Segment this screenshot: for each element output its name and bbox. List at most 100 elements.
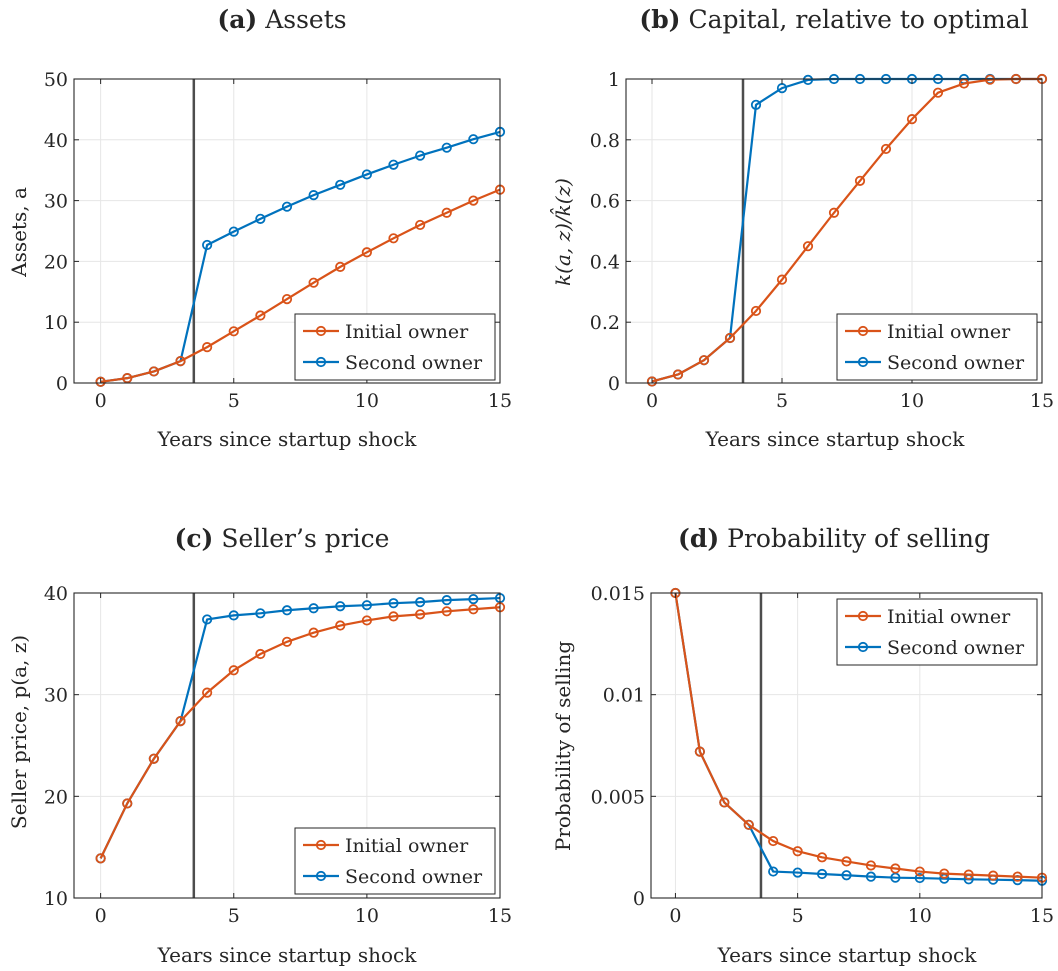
panel-b-legend-marker-0 <box>857 325 869 337</box>
panel-a-series-0-point-5 <box>228 326 239 337</box>
panel-d-xlabel: Years since startup shock <box>717 943 978 967</box>
panel-c-series-1-point-6 <box>255 608 266 619</box>
panel-c-series-0-point-3 <box>175 715 186 727</box>
panel-b-xtick-label-2: 10 <box>900 390 924 412</box>
panel-b-capital: 0 5 10 15 0 0.2 0.4 0.6 0.8 1 Initial owner Second … <box>590 69 1054 412</box>
panel-b-series-0-point-11 <box>932 87 944 98</box>
panel-b-series-0-point-2 <box>698 355 710 366</box>
panel-a-assets: 0 5 10 15 0 10 20 30 40 50 Initial owner Second own… <box>44 69 512 412</box>
panel-d-ytick-label-3: 0.015 <box>591 583 645 605</box>
panel-c-ylabel-text: Seller price, p(a, z) <box>7 635 31 829</box>
panel-a-ytick-label-2: 20 <box>44 251 68 273</box>
panel-b-series-0-point-3 <box>724 332 736 344</box>
panel-a-xtick-label-2: 10 <box>355 390 379 412</box>
panel-c-series-0-point-8 <box>308 627 319 638</box>
panel-a-series-1-point-14 <box>468 134 479 145</box>
panel-b-series-0-point-4 <box>750 305 762 317</box>
panel-a-ytick-label-5: 50 <box>44 69 68 91</box>
panel-d-series-0-point-1 <box>694 746 705 757</box>
panel-a-series-0-point-13 <box>441 207 452 218</box>
panel-d-series-1-point-4 <box>768 866 779 877</box>
panel-c-series-0-point-5 <box>228 665 239 676</box>
panel-a-title-text: Assets <box>264 5 346 34</box>
panel-c-legend-label-1: Second owner <box>345 866 483 888</box>
panel-a-series-0-point-8 <box>308 277 319 288</box>
panel-c-series-0-point-0 <box>95 853 106 864</box>
panel-a-series-0-point-12 <box>415 219 426 231</box>
panel-d-ytick-label-1: 0.005 <box>591 786 645 808</box>
panel-a-series-1-point-5 <box>228 226 239 237</box>
panel-a-series-0-point-4 <box>202 342 213 353</box>
panel-b-xlabel: Years since startup shock <box>705 427 966 451</box>
panel-a-xtick-label-0: 0 <box>95 390 107 412</box>
panel-b-series-0-point-1 <box>672 369 684 380</box>
panel-b-ytick-label-1: 0.2 <box>590 312 620 334</box>
panel-b-ytick-label-0: 0 <box>608 373 620 395</box>
panel-c-ytick-label-0: 10 <box>44 888 68 910</box>
panel-c-series-0-point-1 <box>122 798 133 809</box>
panel-a-ytick-label-0: 0 <box>56 373 68 395</box>
panel-c-xtick-label-2: 10 <box>355 905 379 927</box>
panel-b-label: (b) <box>639 5 680 34</box>
panel-c-ytick-label-1: 20 <box>44 786 68 808</box>
panel-a-legend-label-0: Initial owner <box>345 321 469 343</box>
panel-a-series-1-point-8 <box>308 190 319 201</box>
panel-a-series-1-point-12 <box>415 150 426 161</box>
panel-c-series-1-point-8 <box>308 603 319 614</box>
panel-d-series-0-point-2 <box>719 797 730 808</box>
panel-b-legend <box>836 313 1038 381</box>
panel-c-legend-label-0: Initial owner <box>345 835 469 857</box>
panel-d-series-0-point-11 <box>939 868 950 879</box>
panel-a-series-1-point-13 <box>441 142 452 153</box>
panel-d-series-0-point-8 <box>865 860 877 871</box>
panel-c-series-0-point-6 <box>255 648 266 660</box>
panel-b-legend-label-0: Initial owner <box>887 321 1011 343</box>
panel-a-label: (a) <box>217 5 257 34</box>
panel-b-title-text: Capital, relative to optimal <box>688 5 1028 34</box>
panel-b-xtick-label-1: 5 <box>776 390 788 412</box>
panel-d-ytick-label-2: 0.01 <box>603 685 645 707</box>
panel-d-legend-label-1: Second owner <box>887 637 1025 659</box>
panel-a-series-0-point-14 <box>468 195 479 206</box>
panel-d-legend <box>836 598 1038 666</box>
panel-b-series-0-point-13 <box>984 74 996 85</box>
panel-c-series-0-point-14 <box>468 604 479 615</box>
panel-a-series-1-point-4 <box>202 239 213 251</box>
panel-c-series-0-point-4 <box>202 687 213 698</box>
panel-d-ytick-label-0: 0 <box>633 888 645 910</box>
panel-b-ylabel: k(a, z)/k̂(z) <box>549 178 575 286</box>
panel-d-series-0-point-5 <box>792 846 803 857</box>
panel-d-series-0-point-9 <box>890 863 901 874</box>
panel-c-series-0-line <box>99 606 501 859</box>
panel-c-seller-price: 0 5 10 15 10 20 30 40 Initial owner Second owner <box>44 583 512 927</box>
panel-d-series-0-point-3 <box>743 819 754 830</box>
panel-a-ylabel: Assets, a <box>7 187 31 278</box>
panel-a-legend-label-1: Second owner <box>345 352 483 374</box>
panel-b-xtick-label-0: 0 <box>646 390 658 412</box>
panel-c-title: (c) Seller’s price <box>175 524 390 553</box>
panel-b-title: (b) Capital, relative to optimal <box>639 5 1028 34</box>
panel-a-series-0-point-1 <box>122 373 133 384</box>
panel-a-ylabel-text: Assets, a <box>7 187 31 278</box>
panel-b-ytick-label-4: 0.8 <box>590 130 620 152</box>
panel-d-series-0-point-13 <box>988 870 999 881</box>
panel-b-axes-box <box>625 78 1043 384</box>
panel-b-ylabel-text: k(a, z)/k̂(z) <box>549 178 575 286</box>
panel-a-series-0-line <box>100 188 501 383</box>
panel-a-axes-box <box>73 78 501 384</box>
panel-a-series-1-point-11 <box>388 159 399 170</box>
panel-d-series-0-line <box>674 592 1043 879</box>
panel-b-series-0-point-10 <box>906 114 918 125</box>
panel-d-axes-box <box>650 592 1043 899</box>
panel-a-series-0-point-11 <box>388 233 399 244</box>
panel-c-xtick-label-3: 15 <box>488 905 512 927</box>
panel-c-xlabel: Years since startup shock <box>157 943 418 967</box>
panel-d-title: (d) Probability of selling <box>678 524 990 553</box>
panel-a-series-0-point-7 <box>281 293 293 305</box>
panel-a-xtick-label-1: 5 <box>228 390 240 412</box>
panel-c-axes-box <box>73 592 501 899</box>
panel-a-ytick-label-4: 40 <box>44 130 68 152</box>
panel-a-series-1-point-10 <box>361 169 372 180</box>
panel-a-series-0-point-0 <box>95 376 106 387</box>
